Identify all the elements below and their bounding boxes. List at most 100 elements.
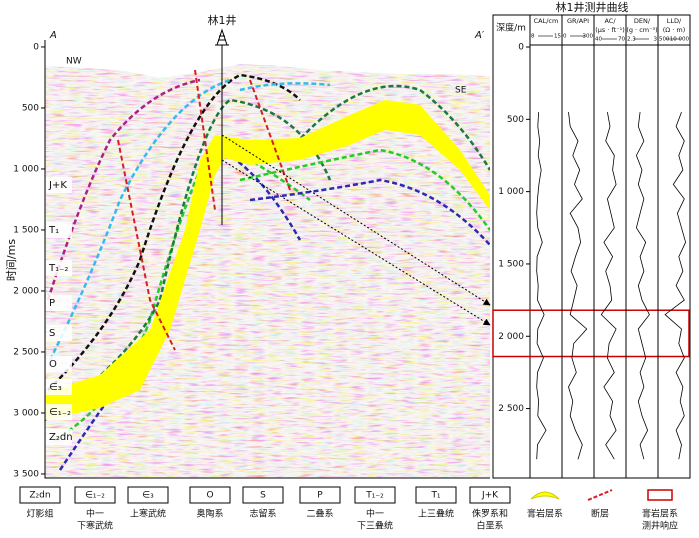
depth-tick-label: 1 000 [498, 187, 524, 197]
legend-box [74, 486, 116, 504]
legend-label: 灯影组 [26, 508, 53, 520]
legend-label: 膏岩层系 [527, 508, 563, 520]
legend-label: 中一 [366, 508, 384, 520]
legend-label: 侏罗系和 [472, 509, 508, 520]
layer-label: S [49, 328, 55, 339]
depth-tick-label: 0 [518, 43, 524, 53]
legend-symbol: J+K [481, 491, 499, 501]
y-tick-label: 500 [22, 103, 39, 113]
layer-label-box [46, 429, 72, 445]
y-tick-label: 1 500 [13, 225, 39, 235]
legend-symbol: ∈₃ [142, 491, 154, 501]
legend-box [415, 486, 457, 504]
track-scale-max: 70 [618, 37, 625, 43]
layer-label: T₁ [48, 225, 59, 236]
legend-label: 中一 [86, 508, 104, 520]
track-scale-min: 2.3 [627, 37, 636, 43]
legend-box [299, 486, 341, 504]
track-name: (μs · ft⁻¹) [595, 26, 625, 34]
legend-symbol: O [206, 491, 213, 501]
depth-tick-label: 2 000 [498, 332, 524, 342]
log-curve [664, 111, 687, 460]
seismic-section [44, 28, 491, 479]
log-frame [492, 14, 691, 479]
layer-label: ∈₁₋₂ [49, 407, 71, 418]
log-curve [536, 112, 547, 460]
y-tick-label: 3 000 [13, 408, 39, 418]
legend-log-box [647, 489, 673, 501]
legend-label: 下寒武统 [77, 520, 113, 532]
layer-label-box [46, 356, 72, 372]
track-name: AC/ [604, 17, 616, 25]
legend-fault [587, 489, 613, 501]
track-name: CAL/cm [534, 17, 559, 25]
depth-tick-label: 2 500 [498, 404, 524, 414]
legend-label: 膏岩层系 [642, 508, 678, 520]
legend-box [19, 486, 61, 504]
legend-label: 奥陶系 [196, 508, 223, 520]
track-scale-min: 8 [531, 34, 535, 40]
legend-label: 下三叠统 [357, 520, 393, 532]
depth-axis-title: 深度/m [496, 22, 526, 34]
gypsum-log-response [492, 309, 690, 358]
legend-symbol: Z₂dn [29, 491, 50, 501]
layer-label-box [46, 177, 72, 193]
well-label: 林1井 [208, 13, 237, 27]
profile-end: A′ [474, 30, 485, 41]
legend-label: 白垩系 [476, 520, 503, 532]
legend-symbol: ∈₁₋₂ [85, 491, 105, 501]
legend-label: 二叠系 [306, 509, 333, 520]
gypsum-layer [45, 100, 490, 420]
track-scale-max: 300 [583, 34, 594, 40]
track-scale-max: 10 000 [670, 37, 690, 43]
legend-symbol: S [260, 491, 266, 501]
legend-symbol: P [317, 491, 323, 501]
layer-label-box [46, 379, 72, 395]
legend-gypsum [530, 491, 560, 500]
legend-box [189, 486, 231, 504]
legend-box [354, 486, 396, 504]
legend-label: 志留系 [249, 508, 276, 520]
log-title: 林1井测井曲线 [556, 0, 629, 14]
layer-label: T₁₋₂ [48, 263, 68, 274]
track-scale-max: 3 [654, 37, 658, 43]
legend-label: 断层 [591, 508, 609, 520]
y-axis-title: 时间/ms [5, 239, 18, 281]
track-scale-max: 15 [554, 34, 561, 40]
track-name: (Ω · m) [663, 26, 686, 34]
direction-se: SE [455, 86, 467, 96]
legend-label: 上寒武统 [130, 508, 166, 520]
depth-tick-label: 1 500 [498, 259, 524, 269]
direction-nw: NW [66, 57, 82, 67]
tie-arrows [221, 134, 491, 326]
track-name: GR/API [567, 17, 589, 25]
legend-label: 测井响应 [642, 520, 678, 532]
track-name: DEN/ [634, 17, 651, 25]
layer-label-box [46, 260, 72, 276]
y-tick-label: 0 [33, 42, 39, 52]
layer-label-box [46, 404, 72, 420]
legend-box [469, 486, 511, 504]
log-curve [635, 112, 650, 460]
axis-frame [44, 40, 490, 479]
y-tick-label: 1 000 [13, 164, 39, 174]
layer-label-box [46, 222, 72, 238]
y-tick-label: 2 500 [13, 347, 39, 357]
layer-label-box [46, 325, 72, 341]
layer-label: ∈₃ [49, 382, 62, 393]
layer-label: O [49, 359, 57, 370]
track-scale-min: 40 [595, 37, 602, 43]
faults [117, 69, 291, 351]
derrick [215, 28, 229, 46]
track-name: LLD/ [667, 17, 682, 25]
y-tick-label: 3 500 [13, 469, 39, 479]
log-curve [568, 112, 588, 460]
legend-label: 上三叠统 [418, 508, 454, 520]
track-scale-min: 0 [563, 34, 567, 40]
depth-tick-label: 500 [507, 115, 524, 125]
layer-label-box [46, 295, 72, 311]
legend-symbol: T₁ [430, 491, 440, 501]
layer-label: P [49, 298, 55, 309]
track-name: (g · cm⁻³) [626, 26, 657, 34]
